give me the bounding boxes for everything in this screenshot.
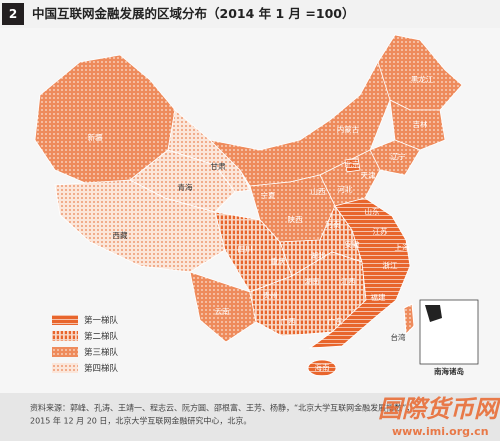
region-label: 甘肃 <box>211 161 226 171</box>
region-label: 西藏 <box>113 230 128 240</box>
region-label: 海南 <box>315 362 330 372</box>
province <box>403 303 415 336</box>
legend-swatch <box>52 363 78 373</box>
legend-label: 第二梯队 <box>84 331 119 342</box>
figure-number: 2 <box>9 7 17 21</box>
region-label: 台湾 <box>391 332 406 342</box>
header-bar <box>0 0 500 28</box>
source-text: 2015 年 12 月 20 日，北京大学互联网金融研究中心，北京。 <box>30 416 251 426</box>
map <box>34 34 479 377</box>
region-label: 江西 <box>341 277 356 286</box>
region-label: 南海诸岛 <box>434 366 464 376</box>
region-label: 福建 <box>371 292 386 302</box>
watermark-url: www.imi.org.cn <box>392 425 489 438</box>
province <box>308 197 411 349</box>
province <box>344 157 361 173</box>
region-label: 河北 <box>338 185 353 194</box>
region-label: 江苏 <box>373 226 388 236</box>
region-label: 云南 <box>215 306 230 316</box>
region-label: 四川 <box>238 245 253 254</box>
source-text: 资料来源：郭峰、孔涛、王靖一、程志云、阮方圆、邵根富、王芳、杨静，“北京大学互联… <box>30 403 414 413</box>
province <box>189 271 257 343</box>
legend-label: 第一梯队 <box>84 315 119 326</box>
region-label: 湖南 <box>305 276 320 286</box>
region-label: 陕西 <box>288 214 303 224</box>
inset-land <box>425 305 442 322</box>
region-label: 黑龙江 <box>411 74 434 84</box>
legend-label: 第三梯队 <box>84 347 119 358</box>
source-bar <box>0 393 500 441</box>
region-label: 吉林 <box>413 119 428 129</box>
region-label: 安徽 <box>345 239 360 249</box>
region-label: 新疆 <box>88 132 103 142</box>
number-box <box>2 3 24 25</box>
region-label: 广东 <box>328 316 343 326</box>
region-label: 重庆 <box>271 256 286 266</box>
region-label: 贵州 <box>263 290 278 300</box>
region-label: 北京 <box>345 159 360 169</box>
title: 中国互联网金融发展的区域分布（2014 年 1 月 =100） <box>32 6 354 21</box>
legend: 第一梯队 第二梯队 第三梯队 第四梯队 <box>52 315 119 374</box>
legend-swatch <box>52 315 78 325</box>
region-label: 湖北 <box>311 251 326 260</box>
legend-swatch <box>52 347 78 357</box>
region-label: 山西 <box>311 186 326 196</box>
region-label: 天津 <box>361 171 376 180</box>
region-label: 内蒙古 <box>337 124 360 134</box>
region-label: 青海 <box>178 182 193 192</box>
region-label: 广西 <box>281 316 296 326</box>
region-label: 上海 <box>395 242 410 252</box>
legend-swatch <box>52 331 78 341</box>
region-label: 浙江 <box>383 260 398 270</box>
region-label: 宁夏 <box>261 190 276 200</box>
legend-label: 第四梯队 <box>84 363 119 374</box>
region-label: 辽宁 <box>391 151 406 161</box>
watermark-name: 国際货币网 <box>378 395 500 423</box>
region-label: 河南 <box>326 219 341 229</box>
labels: 新疆 西藏 青海 甘肃 内蒙古 黑龙江 吉林 辽宁 北京 天津 河北 山西 宁夏… <box>88 74 465 376</box>
region-label: 山东 <box>365 206 380 216</box>
province <box>307 359 337 377</box>
